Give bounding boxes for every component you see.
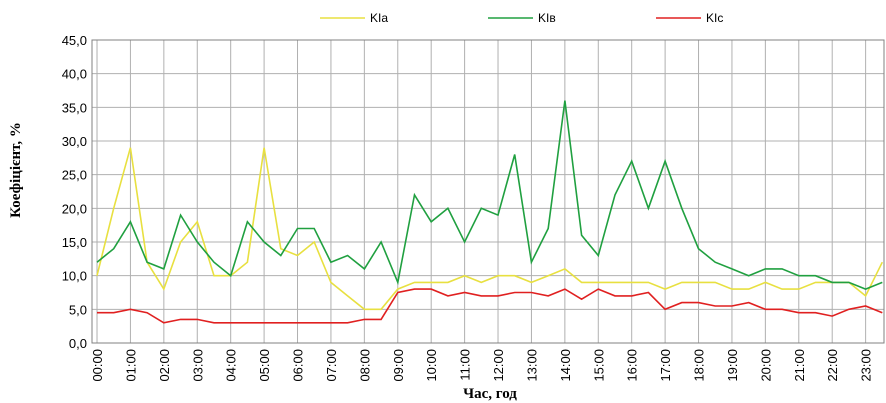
x-tick-label: 12:00 [491,349,506,382]
y-tick-label: 10,0 [62,269,87,284]
x-tick-label: 08:00 [357,349,372,382]
x-tick-label: 06:00 [291,349,306,382]
y-tick-label: 35,0 [62,100,87,115]
legend-label: KIc [706,11,723,25]
x-tick-label: 05:00 [257,349,272,382]
x-tick-label: 00:00 [90,349,105,382]
y-tick-label: 20,0 [62,201,87,216]
x-tick-label: 15:00 [591,349,606,382]
y-tick-label: 40,0 [62,67,87,82]
x-tick-label: 18:00 [692,349,707,382]
x-tick-label: 16:00 [625,349,640,382]
series-line [96,100,883,290]
y-tick-label: 0,0 [69,336,87,351]
x-tick-label: 20:00 [758,349,773,382]
x-tick-label: 02:00 [157,349,172,382]
x-tick-label: 11:00 [458,349,473,381]
x-axis-label: Час, год [463,386,517,402]
y-axis-label: Коефіцієнт, % [8,122,24,218]
x-tick-label: 14:00 [558,349,573,382]
x-tick-label: 10:00 [424,349,439,382]
legend-label: KIв [538,11,556,25]
series-line [97,288,883,324]
x-tick-label: 07:00 [324,349,339,382]
x-tick-label: 03:00 [190,349,205,382]
y-tick-label: 5,0 [69,302,87,317]
x-tick-label: 23:00 [859,349,874,382]
x-tick-label: 17:00 [658,349,673,382]
x-tick-label: 22:00 [825,349,840,382]
x-tick-label: 19:00 [725,349,740,382]
plot-frame [91,39,885,344]
y-tick-label: 45,0 [62,33,87,48]
x-tick-label: 01:00 [123,349,138,382]
y-tick-label: 30,0 [62,134,87,149]
legend-label: KIa [370,11,388,25]
x-tick-label: 21:00 [792,349,807,382]
y-tick-label: 25,0 [62,168,87,183]
series-line [96,147,884,311]
x-tick-label: 04:00 [224,349,239,382]
x-tick-label: 13:00 [524,349,539,382]
x-tick-label: 09:00 [391,349,406,382]
y-tick-label: 15,0 [62,235,87,250]
